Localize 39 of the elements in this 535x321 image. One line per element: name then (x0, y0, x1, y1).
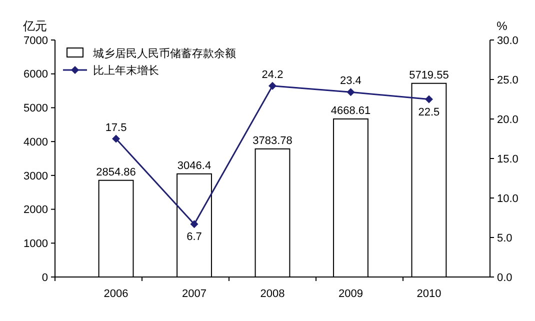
x-tick-label: 2010 (416, 288, 442, 300)
data-label: 2854.86 (96, 166, 136, 178)
data-label: 23.4 (340, 75, 362, 88)
y-tick-label: 3000 (24, 170, 48, 182)
x-tick-label: 2006 (104, 288, 128, 300)
y2-tick-label: 15.0 (497, 153, 518, 166)
y-tick-label: 2000 (24, 204, 48, 216)
data-label: 17.5 (105, 122, 127, 134)
point (346, 88, 355, 96)
y2-axis-title: % (496, 19, 508, 33)
y2-tick-label: 20.0 (497, 114, 518, 126)
x-tick-label: 2009 (338, 288, 363, 300)
legend-label: 比上年末增长 (93, 64, 159, 77)
y-tick-label: 7000 (24, 34, 48, 47)
point (268, 82, 276, 90)
y2-tick-label: 5.0 (497, 232, 512, 244)
data-label: 4668.61 (330, 104, 371, 117)
data-label: 6.7 (186, 231, 202, 244)
data-label: 22.5 (418, 106, 440, 118)
y-tick-label: 0 (42, 272, 48, 284)
y2-tick-label: 30.0 (497, 34, 518, 47)
y-tick-label: 5000 (24, 102, 48, 115)
y2-tick-label: 25.0 (497, 74, 518, 86)
data-label: 24.2 (262, 68, 284, 81)
y-tick-label: 1000 (24, 238, 48, 250)
point (190, 220, 198, 228)
x-tick-label: 2008 (260, 288, 285, 300)
y-tick-label: 6000 (24, 68, 48, 81)
data-label: 3783.78 (252, 134, 292, 147)
point (424, 95, 433, 104)
y-tick-label: 4000 (24, 136, 48, 148)
point (112, 134, 120, 143)
legend-label: 城乡居民人民币储蓄存款余额 (92, 46, 236, 60)
y2-tick-label: 0.0 (497, 272, 512, 284)
data-label: 5719.55 (409, 69, 449, 82)
y2-tick-label: 10.0 (497, 192, 518, 205)
x-tick-label: 2007 (182, 288, 207, 300)
data-label: 3046.4 (177, 160, 212, 172)
y-axis-title: 亿元 (22, 19, 47, 33)
